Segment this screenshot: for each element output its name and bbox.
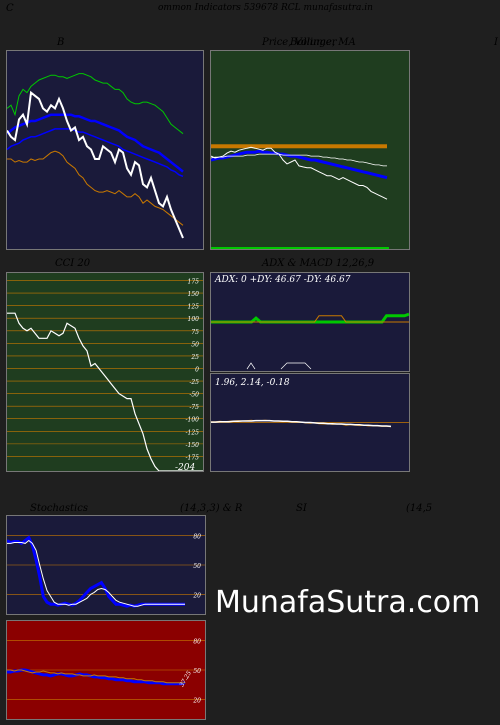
watermark: MunafaSutra.com [215, 585, 481, 620]
cci-tick-label: 0 [195, 366, 199, 373]
boll-price-line [7, 90, 184, 239]
stoch-k-line [7, 539, 185, 607]
rsi-params-label: (14,5 [406, 503, 433, 514]
cci-tick-label: 150 [188, 291, 200, 298]
page-title: ommon Indicators 539678 RCL munafasutra.… [158, 3, 373, 13]
price-chart [211, 144, 389, 249]
cci-panel: 175 150 125 100 75 50 25 0 -25 -50 -75 -100 -125 -150… [6, 272, 204, 472]
rsi-smooth-line [7, 669, 185, 684]
price-overlay-label: Bollinger [290, 37, 337, 48]
adx-marker [280, 362, 312, 370]
cci-tick-label: 100 [188, 316, 200, 323]
price-ma-white-line [211, 153, 387, 167]
macd-line [211, 419, 392, 428]
volume-bar [211, 247, 389, 249]
cci-tick-label: -75 [189, 404, 199, 411]
cci-tick-label: -50 [189, 392, 199, 399]
macd-panel: 1.96, 2.14, -0.18 [210, 373, 410, 472]
right-edge-label: I [494, 37, 498, 48]
left-letter: C [6, 3, 14, 14]
adx-chart [211, 312, 409, 370]
stoch-d-line [7, 535, 185, 608]
cci-label: CCI 20 [55, 258, 91, 269]
rsi-last-value: 37.25 [178, 670, 193, 689]
cci-tick-label: -175 [186, 454, 200, 461]
adx-panel: ADX: 0 +DY: 46.67 -DY: 46.67 [210, 272, 410, 372]
stoch-label: Stochastics [30, 503, 88, 514]
price-ma-blue-line [211, 149, 388, 180]
boll-ma-line [7, 113, 184, 173]
boll-lower-line [7, 150, 184, 226]
stoch-chart: 80 50 20 [7, 534, 205, 608]
adx-marker [246, 362, 256, 370]
adx-dy-line [211, 315, 409, 323]
macd-values: 1.96, 2.14, -0.18 [215, 378, 290, 388]
stoch-params-label: (14,3,3) & R [180, 503, 243, 514]
adx-values: ADX: 0 +DY: 46.67 -DY: 46.67 [215, 275, 351, 285]
stoch-panel: 80 50 20 [6, 515, 206, 615]
bollinger-label: B [57, 37, 65, 48]
rsi-tick-label: 80 [193, 639, 201, 646]
adx-macd-label: ADX & MACD 12,26,9 [262, 258, 375, 269]
cci-chart: 175 150 125 100 75 50 25 0 -25 -50 -75 -100 -125 -150… [7, 279, 203, 471]
macd-chart [211, 419, 409, 428]
bollinger-chart [7, 73, 184, 239]
cci-tick-label: 25 [190, 354, 199, 361]
cci-tick-label: 50 [191, 341, 199, 348]
cci-tick-label: 75 [191, 329, 199, 336]
cci-tick-label: 125 [188, 304, 200, 311]
boll-mid-line [7, 128, 184, 178]
cci-tick-label: -25 [189, 379, 199, 386]
rsi-chart: 80 50 20 37.25 [7, 639, 205, 704]
cci-tick-label: -125 [186, 429, 200, 436]
rsi-panel: 80 50 20 37.25 [6, 620, 206, 720]
rsi-tick-label: 50 [193, 668, 201, 675]
price-close-line [211, 146, 388, 200]
cci-tick-label: -150 [186, 442, 200, 449]
rsi-tick-label: 20 [192, 697, 201, 704]
cci-tick-label: 175 [188, 279, 200, 286]
stoch-tick-label: 20 [192, 592, 201, 599]
bollinger-panel [6, 50, 204, 250]
adx-line [211, 312, 409, 324]
cci-last-value: -204 [175, 463, 195, 471]
price-label: Price, Volume, MA [262, 37, 356, 48]
stoch-tick-label: 80 [193, 534, 201, 541]
rsi-label: SI [296, 503, 307, 514]
boll-upper-line [7, 73, 184, 135]
cci-tick-label: -100 [186, 417, 200, 424]
cci-line [7, 312, 203, 471]
stoch-tick-label: 50 [193, 563, 201, 570]
rsi-line [7, 668, 186, 686]
price-panel [210, 50, 410, 250]
